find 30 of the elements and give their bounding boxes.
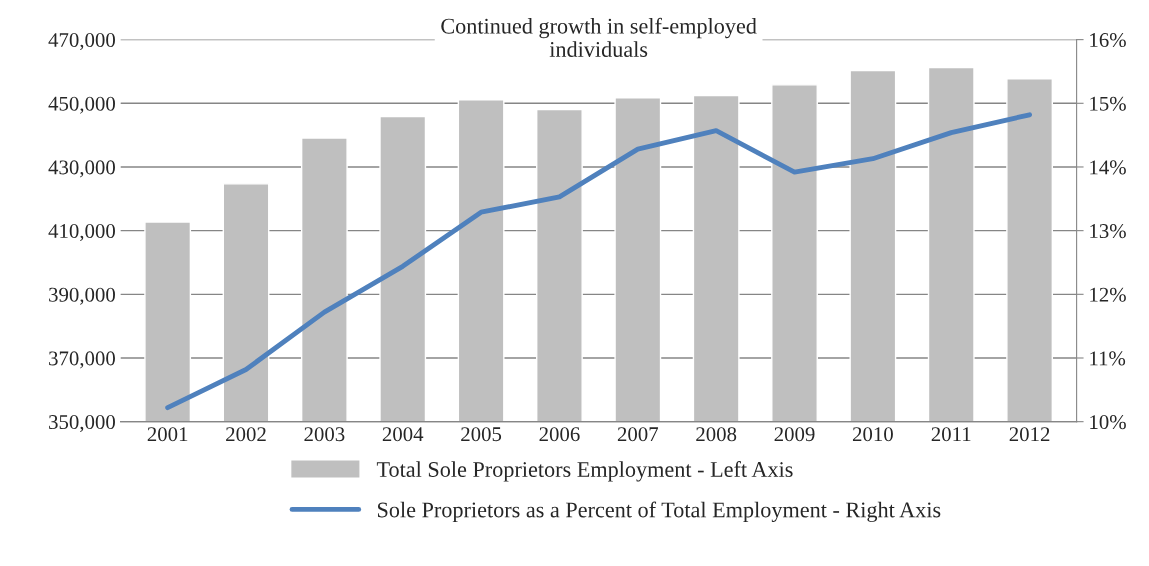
y-tick-label: 390,000 [49, 287, 115, 305]
y2-tick-label: 12% [1090, 287, 1126, 302]
y2-tick-label: 14% [1090, 160, 1126, 175]
x-tick-label: 2012 [1009, 427, 1050, 442]
y2-tick-label: 16% [1090, 32, 1126, 48]
line-series [165, 112, 1033, 411]
x-tick-label: 2004 [382, 427, 424, 442]
x-tick-label: 2008 [696, 427, 737, 442]
x-tick-label: 2011 [931, 427, 971, 442]
legend-label: Total Sole Proprietors Employment - Left Axis [376, 461, 793, 482]
x-tick-label: 2002 [226, 427, 266, 442]
y2-tick-label: 15% [1090, 96, 1126, 111]
x-tick-label: 2001 [147, 427, 188, 442]
y2-tick-label: 13% [1090, 224, 1126, 239]
x-tick-label: 2007 [617, 427, 659, 442]
y-tick-label: 370,000 [49, 351, 115, 369]
y-tick-label: 350,000 [49, 415, 115, 433]
x-tick-label: 2006 [539, 427, 580, 442]
x-tick-label: 2003 [304, 427, 345, 442]
chart-title: Continued growth in self-employed individuals [441, 17, 757, 57]
y-tick-label: 430,000 [48, 160, 115, 178]
x-tick-label: 2010 [852, 427, 893, 442]
legend-label: Sole Proprietors as a Percent of Total Employment - Right Axis [377, 501, 941, 522]
y-tick-label: 450,000 [48, 96, 115, 114]
y-tick-label: 470,000 [48, 32, 115, 51]
y2-tick-label: 11% [1090, 351, 1126, 366]
y2-tick-label: 10% [1090, 415, 1126, 430]
x-tick-label: 2005 [461, 427, 502, 442]
y-tick-label: 410,000 [48, 224, 115, 242]
x-tick-label: 2009 [774, 427, 815, 442]
